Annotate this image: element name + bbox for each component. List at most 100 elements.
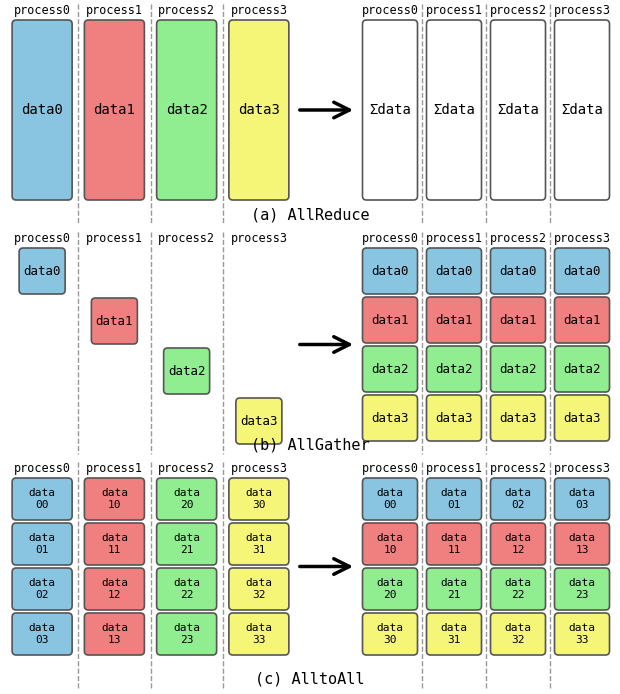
Text: Σdata: Σdata xyxy=(561,103,603,117)
FancyBboxPatch shape xyxy=(554,20,609,200)
Text: data0: data0 xyxy=(563,264,601,278)
Text: process1: process1 xyxy=(86,232,143,245)
FancyBboxPatch shape xyxy=(363,478,417,520)
Text: Σdata: Σdata xyxy=(433,103,475,117)
Text: data
11: data 11 xyxy=(440,533,467,555)
FancyBboxPatch shape xyxy=(19,248,65,294)
FancyBboxPatch shape xyxy=(84,523,144,565)
Text: data2: data2 xyxy=(371,362,409,375)
FancyBboxPatch shape xyxy=(229,478,289,520)
FancyBboxPatch shape xyxy=(12,523,72,565)
Text: process2: process2 xyxy=(490,462,546,475)
FancyBboxPatch shape xyxy=(554,523,609,565)
FancyBboxPatch shape xyxy=(427,523,482,565)
Text: process2: process2 xyxy=(490,4,546,17)
Text: data
22: data 22 xyxy=(505,578,531,600)
Text: data
32: data 32 xyxy=(505,623,531,645)
FancyBboxPatch shape xyxy=(427,395,482,441)
Text: data1: data1 xyxy=(499,314,537,326)
Text: data2: data2 xyxy=(435,362,472,375)
FancyBboxPatch shape xyxy=(427,248,482,294)
Text: data
03: data 03 xyxy=(29,623,56,645)
Text: data0: data0 xyxy=(24,264,61,278)
Text: data
21: data 21 xyxy=(440,578,467,600)
FancyBboxPatch shape xyxy=(363,248,417,294)
FancyBboxPatch shape xyxy=(427,568,482,610)
Text: process3: process3 xyxy=(554,232,611,245)
Text: process2: process2 xyxy=(490,232,546,245)
Text: data
32: data 32 xyxy=(246,578,272,600)
FancyBboxPatch shape xyxy=(490,613,546,655)
Text: Σdata: Σdata xyxy=(369,103,411,117)
Text: data
20: data 20 xyxy=(173,488,200,510)
FancyBboxPatch shape xyxy=(229,20,289,200)
FancyBboxPatch shape xyxy=(490,478,546,520)
Text: (c) AlltoAll: (c) AlltoAll xyxy=(255,671,365,686)
FancyBboxPatch shape xyxy=(490,297,546,343)
Text: data0: data0 xyxy=(371,264,409,278)
FancyBboxPatch shape xyxy=(157,568,216,610)
Text: (a) AllReduce: (a) AllReduce xyxy=(250,207,370,222)
FancyBboxPatch shape xyxy=(554,248,609,294)
FancyBboxPatch shape xyxy=(157,523,216,565)
FancyBboxPatch shape xyxy=(157,20,216,200)
Text: data
12: data 12 xyxy=(505,533,531,555)
FancyBboxPatch shape xyxy=(427,346,482,392)
Text: Σdata: Σdata xyxy=(497,103,539,117)
FancyBboxPatch shape xyxy=(427,20,482,200)
FancyBboxPatch shape xyxy=(12,20,72,200)
Text: process2: process2 xyxy=(158,232,215,245)
FancyBboxPatch shape xyxy=(229,523,289,565)
Text: data
30: data 30 xyxy=(376,623,404,645)
Text: process3: process3 xyxy=(554,462,611,475)
Text: process3: process3 xyxy=(231,232,288,245)
Text: data
13: data 13 xyxy=(569,533,595,555)
Text: data
11: data 11 xyxy=(101,533,128,555)
Text: data1: data1 xyxy=(563,314,601,326)
FancyBboxPatch shape xyxy=(363,395,417,441)
Text: process0: process0 xyxy=(14,232,71,245)
Text: data0: data0 xyxy=(499,264,537,278)
FancyBboxPatch shape xyxy=(363,568,417,610)
Text: data2: data2 xyxy=(563,362,601,375)
FancyBboxPatch shape xyxy=(427,478,482,520)
Text: process0: process0 xyxy=(361,462,418,475)
Text: process0: process0 xyxy=(361,4,418,17)
Text: process2: process2 xyxy=(158,4,215,17)
Text: data3: data3 xyxy=(435,412,472,425)
Text: data
31: data 31 xyxy=(246,533,272,555)
FancyBboxPatch shape xyxy=(157,613,216,655)
Text: data3: data3 xyxy=(238,103,280,117)
Text: process3: process3 xyxy=(231,462,288,475)
Text: data2: data2 xyxy=(168,364,205,378)
FancyBboxPatch shape xyxy=(12,568,72,610)
Text: data
03: data 03 xyxy=(569,488,595,510)
Text: data2: data2 xyxy=(499,362,537,375)
Text: data3: data3 xyxy=(563,412,601,425)
FancyBboxPatch shape xyxy=(363,20,417,200)
Text: process1: process1 xyxy=(425,4,482,17)
Text: data3: data3 xyxy=(240,414,278,428)
FancyBboxPatch shape xyxy=(91,298,138,344)
FancyBboxPatch shape xyxy=(554,395,609,441)
Text: process0: process0 xyxy=(14,462,71,475)
FancyBboxPatch shape xyxy=(164,348,210,394)
FancyBboxPatch shape xyxy=(427,297,482,343)
Text: data3: data3 xyxy=(499,412,537,425)
Text: data
10: data 10 xyxy=(101,488,128,510)
Text: data2: data2 xyxy=(166,103,208,117)
Text: data
23: data 23 xyxy=(173,623,200,645)
FancyBboxPatch shape xyxy=(554,346,609,392)
FancyBboxPatch shape xyxy=(490,346,546,392)
FancyBboxPatch shape xyxy=(490,248,546,294)
Text: (b) AllGather: (b) AllGather xyxy=(250,437,370,452)
Text: process3: process3 xyxy=(554,4,611,17)
Text: data
02: data 02 xyxy=(29,578,56,600)
Text: data
10: data 10 xyxy=(376,533,404,555)
FancyBboxPatch shape xyxy=(554,297,609,343)
Text: data1: data1 xyxy=(435,314,472,326)
FancyBboxPatch shape xyxy=(12,613,72,655)
Text: data
01: data 01 xyxy=(440,488,467,510)
Text: data
20: data 20 xyxy=(376,578,404,600)
Text: data
33: data 33 xyxy=(246,623,272,645)
